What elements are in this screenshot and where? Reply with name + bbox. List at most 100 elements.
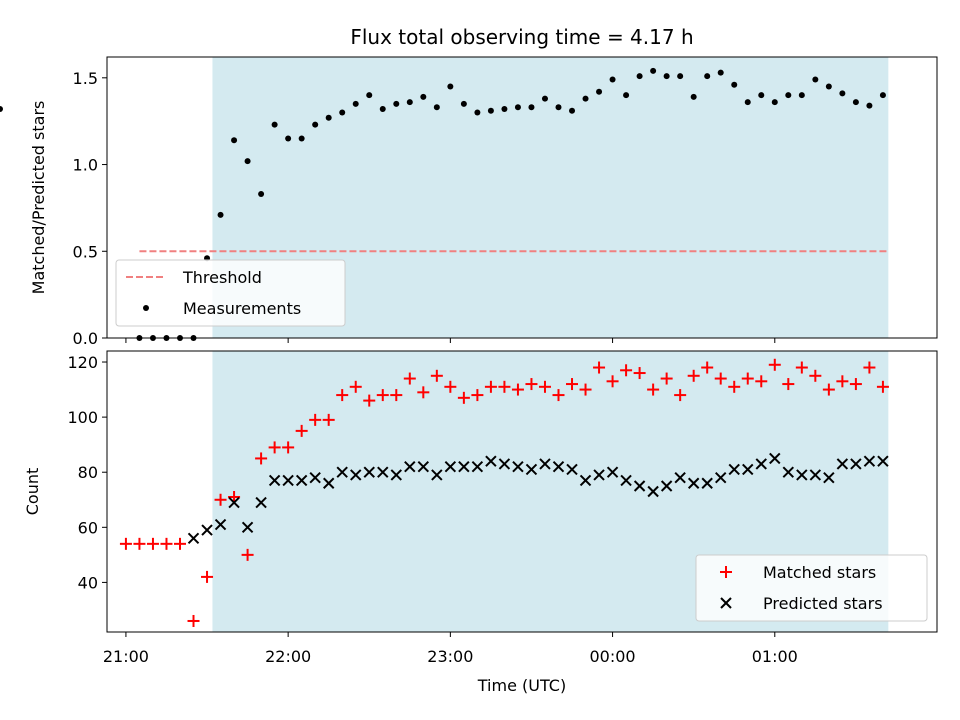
matched-star-point bbox=[255, 452, 268, 465]
predicted-star-point bbox=[809, 469, 822, 481]
measurement-point bbox=[596, 88, 603, 95]
top-x-ticks bbox=[125, 338, 776, 343]
predicted-star-point bbox=[660, 480, 673, 492]
matched-star-point bbox=[268, 441, 281, 454]
predicted-star-point bbox=[255, 496, 267, 509]
matched-star-point bbox=[295, 424, 308, 437]
measurement-point bbox=[231, 137, 238, 144]
matched-star-point bbox=[376, 389, 389, 402]
predicted-star-point bbox=[295, 474, 308, 487]
matched-star-point bbox=[849, 378, 862, 391]
predicted-star-point bbox=[350, 469, 362, 481]
predicted-star-point bbox=[417, 460, 430, 473]
measurement-point bbox=[555, 104, 562, 111]
predicted-star-point bbox=[877, 455, 889, 467]
predicted-star-point bbox=[512, 460, 524, 473]
predicted-star-point bbox=[863, 455, 876, 467]
x-tick-label: 01:00 bbox=[752, 647, 798, 666]
matched-star-point bbox=[201, 570, 214, 583]
predicted-star-point bbox=[404, 460, 416, 473]
predicted-star-point bbox=[187, 532, 200, 545]
matched-star-point bbox=[538, 380, 551, 393]
matched-star-point bbox=[228, 491, 241, 504]
matched-star-point bbox=[687, 369, 700, 382]
bottom-y-axis-label: Count bbox=[23, 468, 42, 516]
predicted-star-point bbox=[606, 466, 619, 478]
measurement-point bbox=[569, 107, 576, 114]
matched-star-point bbox=[525, 378, 538, 391]
measurement-point bbox=[312, 121, 319, 128]
predicted-star-point bbox=[336, 466, 348, 478]
predicted-star-point bbox=[742, 463, 754, 476]
y-tick-label: 80 bbox=[78, 463, 98, 482]
predicted-star-point bbox=[539, 458, 551, 470]
predicted-star-point bbox=[431, 469, 443, 481]
measurement-point bbox=[650, 67, 657, 74]
measurement-point bbox=[541, 95, 548, 102]
matched-star-point bbox=[620, 364, 633, 377]
measurement-point bbox=[514, 104, 521, 111]
measurement-point bbox=[528, 104, 535, 111]
measurement-point bbox=[244, 158, 251, 165]
predicted-star-point bbox=[390, 469, 402, 481]
matched-star-point bbox=[863, 361, 876, 374]
matched-star-point bbox=[552, 389, 565, 402]
measurement-point bbox=[758, 92, 765, 99]
matched-star-point bbox=[782, 378, 795, 391]
measurement-point bbox=[623, 92, 630, 99]
legend-predicted-swatch bbox=[720, 597, 732, 609]
matched-star-point bbox=[768, 358, 781, 371]
y-tick-label: 60 bbox=[78, 518, 98, 537]
matched-star-point bbox=[241, 548, 254, 561]
measurement-point bbox=[447, 83, 454, 90]
predicted-star-point bbox=[715, 472, 727, 484]
measurement-point bbox=[825, 83, 832, 90]
matched-star-point bbox=[403, 372, 416, 385]
predicted-star-point bbox=[796, 469, 808, 481]
bottom-panel: 40 60 80 100 120 21:00 22:00 23:00 00:00 01:00 T… bbox=[23, 350, 938, 695]
matched-star-point bbox=[660, 372, 673, 385]
measurement-point bbox=[298, 135, 305, 142]
predicted-star-point bbox=[593, 469, 605, 481]
predicted-star-point bbox=[755, 458, 767, 470]
matched-star-point bbox=[471, 389, 484, 402]
matched-star-point bbox=[606, 375, 619, 388]
matched-star-point bbox=[822, 383, 835, 396]
matched-star-point bbox=[714, 372, 727, 385]
measurement-point bbox=[420, 93, 427, 100]
legend-plus-marker bbox=[720, 566, 732, 578]
legend-measurements-label: Measurements bbox=[183, 299, 301, 318]
predicted-star-point bbox=[471, 460, 484, 473]
predicted-star-point bbox=[525, 463, 538, 476]
matched-star-point bbox=[146, 537, 159, 550]
chart-title: Flux total observing time = 4.17 h bbox=[350, 25, 693, 49]
matched-star-point bbox=[214, 493, 227, 506]
matched-star-point bbox=[282, 441, 295, 454]
measurement-point bbox=[460, 100, 467, 107]
predicted-star-point bbox=[674, 472, 686, 484]
measurement-point bbox=[325, 114, 332, 121]
x-tick-label: 00:00 bbox=[590, 647, 636, 666]
matched-star-point bbox=[795, 361, 808, 374]
y-tick-label: 40 bbox=[78, 573, 98, 592]
measurement-point bbox=[812, 76, 819, 83]
legend-matched-label: Matched stars bbox=[763, 563, 876, 582]
y-tick-label: 1.5 bbox=[73, 69, 98, 88]
measurement-point bbox=[636, 73, 643, 80]
x-tick-label: 21:00 bbox=[103, 647, 149, 666]
legend-measurements-swatch bbox=[143, 305, 149, 311]
predicted-star-point bbox=[363, 466, 375, 478]
matched-star-point bbox=[173, 537, 186, 550]
measurement-point bbox=[406, 99, 413, 106]
measurement-point bbox=[839, 90, 846, 97]
predicted-star-point bbox=[633, 480, 646, 492]
measurement-point bbox=[663, 73, 670, 80]
matched-star-point bbox=[674, 389, 687, 402]
measurement-point bbox=[366, 92, 373, 99]
measurement-points bbox=[0, 67, 886, 341]
matched-star-point bbox=[322, 413, 335, 426]
matched-star-point bbox=[579, 383, 592, 396]
matched-star-point bbox=[133, 537, 146, 550]
x-tick-label: 23:00 bbox=[427, 647, 473, 666]
